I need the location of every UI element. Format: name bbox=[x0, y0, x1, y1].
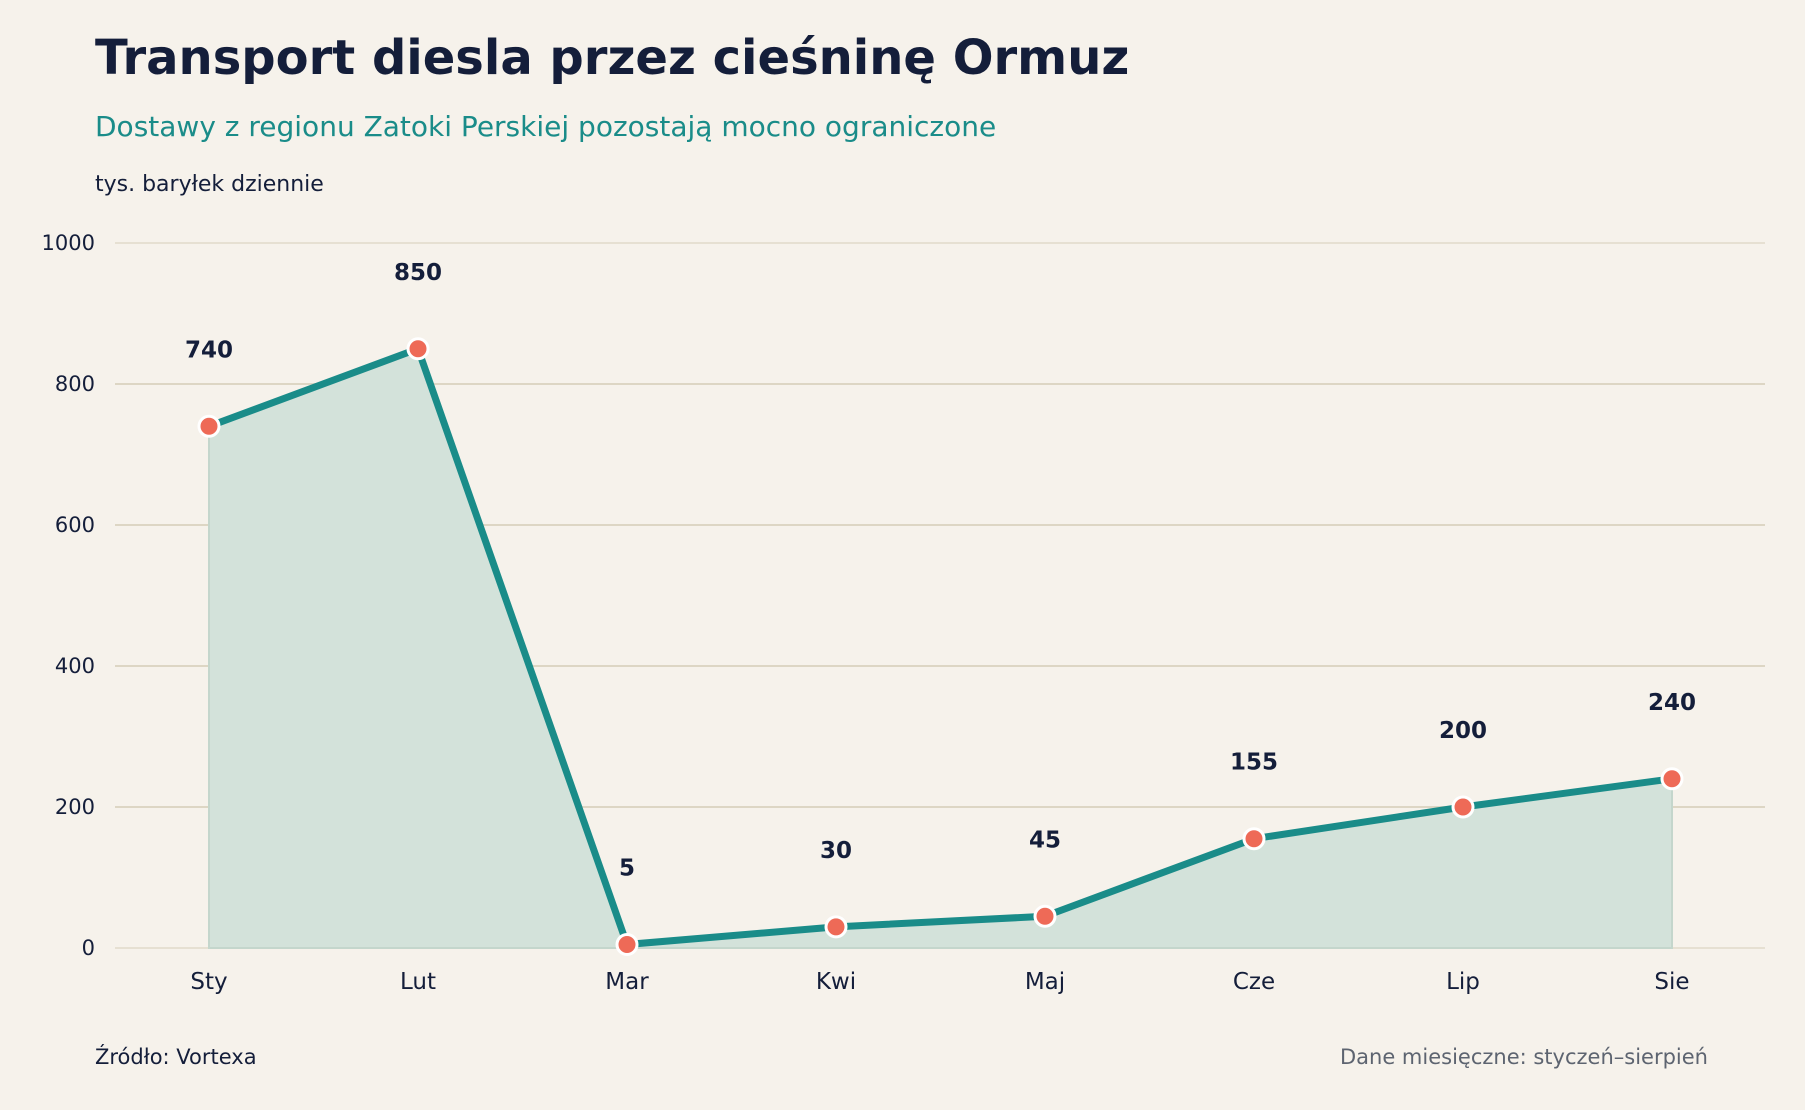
x-axis-ticks: Sty Lut Mar Kwi Maj Cze Lip Sie bbox=[190, 969, 1689, 995]
chart-title: Transport diesla przez cieśninę Ormuz bbox=[95, 30, 1130, 86]
x-tick-label-Kwi: Kwi bbox=[816, 969, 856, 995]
chart-subtitle: Dostawy z regionu Zatoki Perskiej pozost… bbox=[95, 110, 997, 143]
x-tick-label-Lut: Lut bbox=[400, 969, 436, 995]
y-tick-label-400: 400 bbox=[55, 654, 95, 678]
series-line-layer bbox=[205, 345, 1676, 948]
y-tick-label-800: 800 bbox=[55, 372, 95, 396]
data-point-Sty bbox=[197, 414, 221, 438]
data-point-Sie bbox=[1660, 767, 1684, 791]
y-tick-label-600: 600 bbox=[55, 513, 95, 537]
data-point-Maj bbox=[1033, 904, 1057, 928]
data-markers bbox=[197, 337, 1684, 956]
x-tick-label-Maj: Maj bbox=[1025, 969, 1065, 995]
data-labels: 740 850 5 30 45 155 200 240 bbox=[185, 260, 1696, 882]
y-tick-label-0: 0 bbox=[82, 936, 95, 960]
x-tick-label-Lip: Lip bbox=[1446, 969, 1480, 995]
data-label-Sie: 240 bbox=[1648, 690, 1696, 716]
area-fill bbox=[208, 347, 1673, 949]
data-period-note: Dane miesięczne: styczeń–sierpień bbox=[1339, 1045, 1708, 1069]
data-label-Kwi: 30 bbox=[820, 838, 852, 864]
y-tick-label-200: 200 bbox=[55, 795, 95, 819]
data-label-Sty: 740 bbox=[185, 337, 233, 363]
data-label-Lut: 850 bbox=[394, 260, 442, 286]
data-label-Maj: 45 bbox=[1029, 827, 1061, 853]
data-label-Mar: 5 bbox=[619, 855, 635, 881]
x-tick-label-Sie: Sie bbox=[1654, 969, 1689, 995]
data-point-Mar bbox=[615, 932, 639, 956]
line-area-chart: 0 200 400 600 800 1000 740 850 5 30 45 155 200 240 S… bbox=[42, 231, 1765, 995]
x-tick-label-Cze: Cze bbox=[1233, 969, 1275, 995]
y-axis-ticks: 0 200 400 600 800 1000 bbox=[42, 231, 95, 960]
series-line bbox=[205, 345, 1676, 948]
y-tick-label-1000: 1000 bbox=[42, 231, 95, 255]
data-point-Cze bbox=[1242, 827, 1266, 851]
y-axis-unit-label: tys. baryłek dziennie bbox=[95, 172, 324, 197]
x-tick-label-Mar: Mar bbox=[605, 969, 649, 995]
data-point-Lip bbox=[1451, 795, 1475, 819]
x-tick-label-Sty: Sty bbox=[190, 969, 227, 995]
data-label-Lip: 200 bbox=[1439, 718, 1487, 744]
data-point-Lut bbox=[406, 337, 430, 361]
source-note: Źródło: Vortexa bbox=[95, 1045, 257, 1069]
data-label-Cze: 155 bbox=[1230, 750, 1278, 776]
area-fill-layer bbox=[208, 347, 1673, 949]
data-point-Kwi bbox=[824, 915, 848, 939]
